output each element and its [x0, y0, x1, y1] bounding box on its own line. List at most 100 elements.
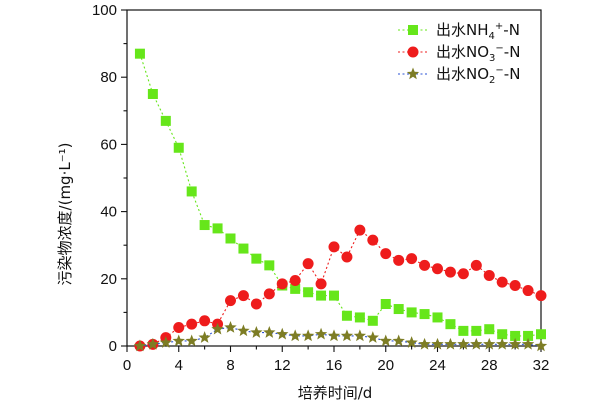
- axes: 0 4 8 12 16 20 24 28 32 0 20 40 60 80 100: [92, 2, 549, 374]
- y-tick-label: 40: [100, 204, 117, 221]
- series-2: [134, 224, 547, 352]
- data-point: [160, 115, 171, 126]
- data-point: [535, 290, 547, 302]
- data-point: [445, 319, 456, 330]
- data-point: [444, 266, 456, 278]
- x-tick-label: 8: [226, 357, 234, 374]
- data-point: [523, 330, 534, 341]
- data-point: [251, 253, 262, 264]
- data-point: [341, 251, 353, 263]
- data-point: [224, 321, 237, 333]
- data-point: [263, 326, 276, 338]
- data-point: [406, 253, 418, 265]
- data-point: [303, 287, 314, 298]
- data-point: [315, 278, 327, 290]
- data-point: [392, 334, 405, 347]
- x-tick-label: 0: [123, 357, 131, 374]
- data-point: [496, 337, 509, 350]
- data-point: [457, 337, 470, 350]
- data-point: [367, 315, 378, 326]
- data-point: [185, 334, 198, 347]
- data-point: [250, 326, 263, 338]
- data-point: [134, 48, 145, 59]
- data-point: [341, 310, 352, 321]
- data-point: [471, 325, 482, 336]
- data-point: [316, 290, 327, 301]
- data-point: [301, 329, 315, 342]
- x-tick-label: 4: [175, 357, 183, 374]
- y-tick-label: 100: [92, 2, 117, 19]
- data-point: [367, 234, 379, 246]
- data-point: [484, 324, 495, 335]
- data-point: [327, 329, 341, 342]
- data-point: [186, 318, 198, 330]
- x-tick-label: 20: [377, 357, 394, 374]
- data-point: [380, 299, 391, 309]
- data-point: [237, 290, 249, 302]
- series-layer: [133, 48, 548, 352]
- data-point: [366, 331, 379, 343]
- data-point: [457, 268, 469, 280]
- data-point: [483, 269, 495, 281]
- data-point: [172, 334, 185, 347]
- data-point: [380, 248, 392, 260]
- x-tick-label: 16: [326, 357, 343, 374]
- data-point: [353, 329, 367, 342]
- data-point: [290, 283, 301, 294]
- data-point: [276, 278, 288, 290]
- series-line: [139, 53, 542, 337]
- data-point: [237, 324, 250, 337]
- data-point: [238, 243, 249, 254]
- data-point: [354, 224, 366, 236]
- data-point: [225, 233, 236, 244]
- data-point: [340, 329, 354, 342]
- y-tick-label: 20: [100, 271, 117, 288]
- data-point: [432, 312, 443, 323]
- data-point: [521, 337, 535, 350]
- data-point: [146, 337, 160, 350]
- data-point: [470, 337, 483, 350]
- data-point: [263, 288, 275, 300]
- data-point: [496, 276, 508, 288]
- x-tick-label: 24: [429, 357, 446, 374]
- data-point: [133, 339, 147, 352]
- data-point: [199, 315, 211, 327]
- data-point: [431, 337, 444, 350]
- data-point: [522, 285, 534, 297]
- data-point: [536, 329, 546, 340]
- data-point: [211, 322, 224, 335]
- data-point: [418, 337, 431, 350]
- data-point: [302, 258, 314, 270]
- x-tick-label: 28: [481, 357, 498, 374]
- data-point: [147, 89, 158, 99]
- legend-item: 出水NO3−-N: [398, 43, 520, 64]
- data-point: [354, 312, 365, 323]
- legend-marker: [406, 67, 420, 80]
- data-point: [198, 331, 211, 343]
- series-3: [133, 321, 548, 352]
- data-point: [470, 259, 482, 271]
- data-point: [432, 263, 443, 275]
- series-1: [134, 48, 546, 341]
- data-point: [379, 334, 392, 347]
- legend-item: 出水NO2−-N: [398, 65, 520, 86]
- legend-marker: [408, 25, 418, 35]
- y-tick-label: 80: [100, 69, 117, 86]
- data-point: [510, 330, 521, 341]
- y-tick-label: 60: [100, 136, 117, 153]
- data-point: [264, 260, 275, 271]
- legend-item: 出水NH4+-N: [398, 21, 520, 42]
- legend-marker: [407, 46, 419, 58]
- data-point: [509, 280, 521, 292]
- x-tick-label: 12: [274, 357, 291, 374]
- data-point: [199, 220, 210, 231]
- data-point: [406, 307, 417, 318]
- data-point: [329, 290, 339, 301]
- data-point: [186, 186, 197, 197]
- data-point: [173, 142, 184, 153]
- data-point: [212, 223, 223, 234]
- data-point: [419, 259, 431, 271]
